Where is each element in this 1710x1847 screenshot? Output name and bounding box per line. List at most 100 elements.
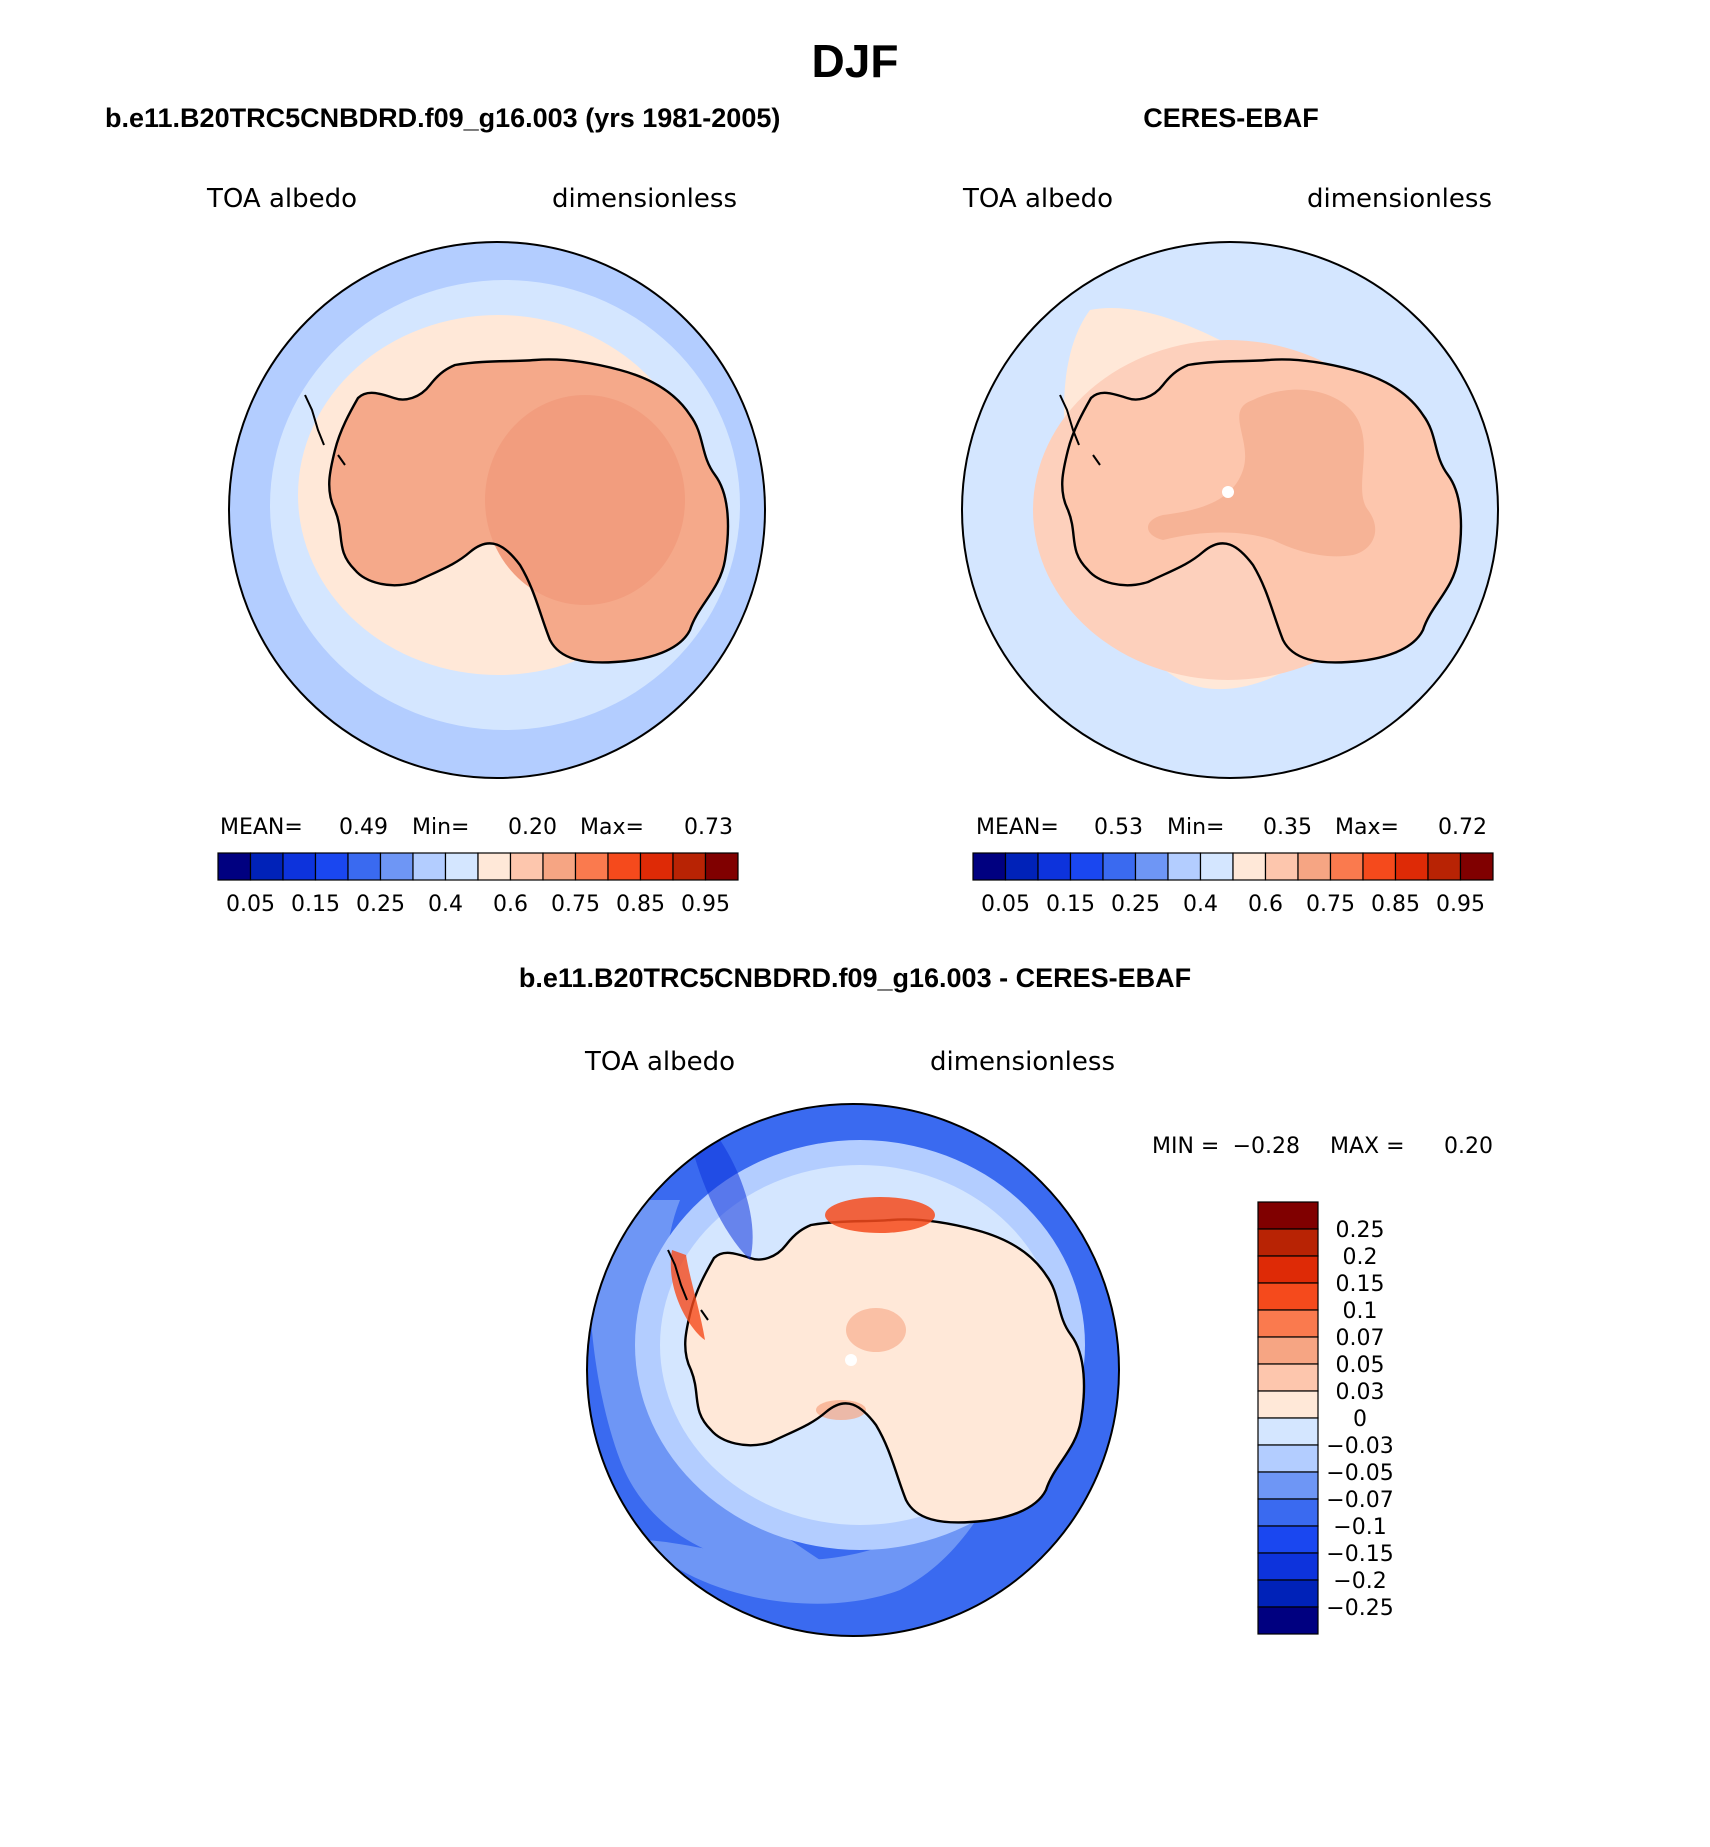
panel-obs-variable-label: TOA albedo xyxy=(962,184,1113,214)
panel-obs-colorbar-box xyxy=(1394,852,1429,881)
panel-model-colorbar-tick-label: 0.6 xyxy=(493,892,528,917)
panel-model-colorbar-tick-label: 0.25 xyxy=(356,892,405,917)
panel-model-colorbar-tick-label: 0.75 xyxy=(551,892,600,917)
panel-difference-colorbar-tick-label: 0.15 xyxy=(1336,1272,1385,1297)
panel-model-colorbar-box xyxy=(542,852,577,881)
panel-difference-stats: MIN = −0.28 MAX = 0.20 xyxy=(1152,1134,1493,1159)
panel-model-min-value: 0.20 xyxy=(508,815,557,840)
panel-obs-colorbar-box xyxy=(1297,852,1332,881)
panel-model-map-border xyxy=(228,241,766,779)
panel-difference-colorbar-tick-label: −0.25 xyxy=(1326,1596,1393,1621)
panel-difference-colorbar-tick-label: −0.2 xyxy=(1333,1569,1386,1594)
panel-difference-colorbar-tick-label: −0.15 xyxy=(1326,1542,1393,1567)
panel-difference-max-value: 0.20 xyxy=(1444,1134,1493,1159)
panel-obs-title: CERES-EBAF xyxy=(1143,103,1319,133)
panel-model-colorbar-box xyxy=(574,852,609,881)
panel-difference-colorbar-tick-label: 0.07 xyxy=(1336,1326,1385,1351)
panel-difference-colorbar-box xyxy=(1257,1525,1319,1554)
panel-obs-colorbar-box xyxy=(1167,852,1202,881)
panel-difference-pole-hole xyxy=(845,1354,857,1366)
panel-model-colorbar-box xyxy=(379,852,414,881)
panel-model-title: b.e11.B20TRC5CNBDRD.f09_g16.003 (yrs 198… xyxy=(105,103,780,133)
panel-model-plateau xyxy=(485,395,685,605)
panel-model-colorbar-tick-label: 0.05 xyxy=(226,892,275,917)
panel-obs-colorbar-box xyxy=(1329,852,1364,881)
panel-obs-colorbar: 0.05 0.15 0.25 0.4 0.6 0.75 0.85 0.95 xyxy=(972,852,1494,917)
panel-model-max-label: Max= xyxy=(580,815,644,840)
panel-difference-colorbar-box xyxy=(1257,1552,1319,1581)
panel-difference-colorbar-box xyxy=(1257,1228,1319,1257)
panel-obs-colorbar-tick-label: 0.95 xyxy=(1436,892,1485,917)
panel-model-colorbar-box xyxy=(639,852,674,881)
panel-model-variable-label: TOA albedo xyxy=(206,184,357,214)
panel-model-min-label: Min= xyxy=(412,815,469,840)
panel-difference-colorbar-box xyxy=(1257,1606,1319,1635)
panel-difference-colorbar-box xyxy=(1257,1255,1319,1284)
panel-difference-colorbar: 0.250.20.150.10.070.050.030−0.03−0.05−0.… xyxy=(1257,1201,1394,1635)
panel-model-peninsula-line xyxy=(304,394,346,466)
panel-difference-colorbar-box xyxy=(1257,1336,1319,1365)
panel-obs-colorbar-box xyxy=(1069,852,1104,881)
panel-obs-high-albedo-region xyxy=(1148,389,1376,557)
panel-difference-colorbar-box xyxy=(1257,1498,1319,1527)
panel-difference-colorbar-tick-label: 0.25 xyxy=(1336,1218,1385,1243)
panel-difference-lower-band xyxy=(640,1460,1010,1604)
panel-difference-map xyxy=(587,1104,1119,1636)
panel-obs-colorbar-tick-label: 0.25 xyxy=(1111,892,1160,917)
panel-obs-colorbar-tick-label: 0.85 xyxy=(1371,892,1420,917)
panel-difference-colorbar-tick-label: 0.2 xyxy=(1343,1245,1378,1270)
panel-difference-min-value: −0.28 xyxy=(1233,1134,1300,1159)
panel-obs-colorbar-tick-label: 0.6 xyxy=(1248,892,1283,917)
panel-model-map xyxy=(229,242,765,778)
panel-obs-colorbar-tick-label: 0.75 xyxy=(1306,892,1355,917)
panel-difference-variable-label: TOA albedo xyxy=(584,1047,735,1077)
panel-model-colorbar-tick-label: 0.95 xyxy=(681,892,730,917)
panel-model-colorbar-box xyxy=(412,852,447,881)
panel-difference-map-border xyxy=(586,1103,1120,1637)
panel-obs-map-border xyxy=(961,241,1499,779)
panel-model-colorbar-tick-label: 0.15 xyxy=(291,892,340,917)
panel-difference-positive-anomaly xyxy=(825,1197,935,1233)
panel-difference-colorbar-box xyxy=(1257,1579,1319,1608)
panel-difference-colorbar-tick-label: −0.03 xyxy=(1326,1434,1393,1459)
panel-obs-peninsula-line xyxy=(1059,394,1101,466)
panel-model-colorbar-tick-label: 0.85 xyxy=(616,892,665,917)
panel-model-max-value: 0.73 xyxy=(684,815,733,840)
panel-obs-mean-value: 0.53 xyxy=(1094,815,1143,840)
panel-difference-colorbar-tick-label: −0.07 xyxy=(1326,1488,1393,1513)
panel-model-colorbar-box xyxy=(607,852,642,881)
panel-obs-colorbar-box xyxy=(1232,852,1267,881)
panel-model-colorbar-box xyxy=(249,852,284,881)
panel-difference-colorbar-tick-label: −0.1 xyxy=(1333,1515,1386,1540)
panel-obs-max-value: 0.72 xyxy=(1438,815,1487,840)
panel-obs-mean-label: MEAN= xyxy=(976,815,1059,840)
panel-difference-colorbar-tick-label: −0.05 xyxy=(1326,1461,1393,1486)
panel-model-colorbar-box xyxy=(314,852,349,881)
panel-difference: b.e11.B20TRC5CNBDRD.f09_g16.003 - CERES-… xyxy=(519,963,1493,1637)
panel-difference-colorbar-tick-label: 0.03 xyxy=(1336,1380,1385,1405)
panel-difference-colorbar-box xyxy=(1257,1201,1319,1230)
panel-difference-colorbar-box xyxy=(1257,1390,1319,1419)
panel-obs-colorbar-box xyxy=(1102,852,1137,881)
panel-obs-min-value: 0.35 xyxy=(1263,815,1312,840)
panel-difference-colorbar-box xyxy=(1257,1444,1319,1473)
panel-model: b.e11.B20TRC5CNBDRD.f09_g16.003 (yrs 198… xyxy=(105,103,780,917)
panel-obs-stats: MEAN= 0.53 Min= 0.35 Max= 0.72 xyxy=(976,815,1487,840)
panel-model-colorbar-box xyxy=(282,852,317,881)
panel-difference-min-label: MIN = xyxy=(1152,1134,1219,1159)
panel-difference-peninsula-line xyxy=(667,1249,709,1321)
panel-difference-colorbar-box xyxy=(1257,1282,1319,1311)
panel-obs-colorbar-box xyxy=(1362,852,1397,881)
panel-obs-pole-hole xyxy=(1222,486,1234,498)
panel-difference-negative-anomaly xyxy=(690,1140,753,1260)
panel-model-colorbar-box xyxy=(347,852,382,881)
panel-difference-colorbar-box xyxy=(1257,1417,1319,1446)
panel-obs-colorbar-tick-label: 0.4 xyxy=(1183,892,1218,917)
panel-difference-colorbar-box xyxy=(1257,1471,1319,1500)
panel-model-colorbar-box xyxy=(704,852,739,881)
panel-difference-peninsula-anomaly xyxy=(670,1250,705,1340)
panel-model-units-label: dimensionless xyxy=(552,184,737,214)
panel-model-colorbar-tick-label: 0.4 xyxy=(428,892,463,917)
panel-model-mean-label: MEAN= xyxy=(220,815,303,840)
